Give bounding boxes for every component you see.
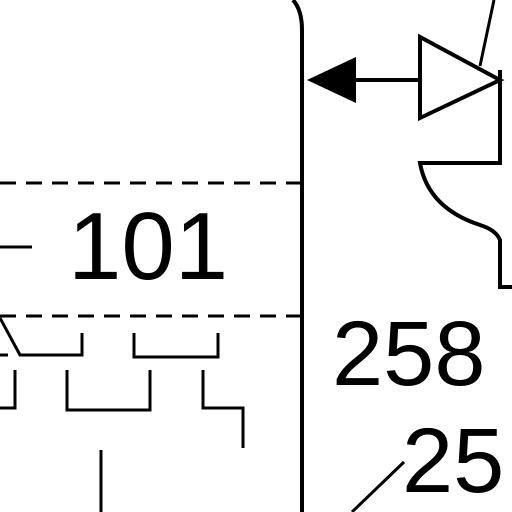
wire-trace-step-left <box>0 370 17 410</box>
leader-line-top-right <box>478 0 496 67</box>
arrowhead-left <box>307 57 356 103</box>
wire-trace-left-diagonal <box>0 317 84 357</box>
leader-line-25 <box>350 460 406 512</box>
reference-label-25: 25 <box>402 410 504 512</box>
reference-label-101: 101 <box>68 193 228 300</box>
arrowhead-right-outline <box>418 33 505 122</box>
channel-outline <box>417 70 512 289</box>
wire-trace-step-right <box>201 370 245 448</box>
housing-wall <box>291 0 304 512</box>
wire-trace-bracket-right <box>132 333 220 359</box>
wire-trace-u <box>65 370 152 412</box>
reference-label-258: 258 <box>332 303 486 405</box>
